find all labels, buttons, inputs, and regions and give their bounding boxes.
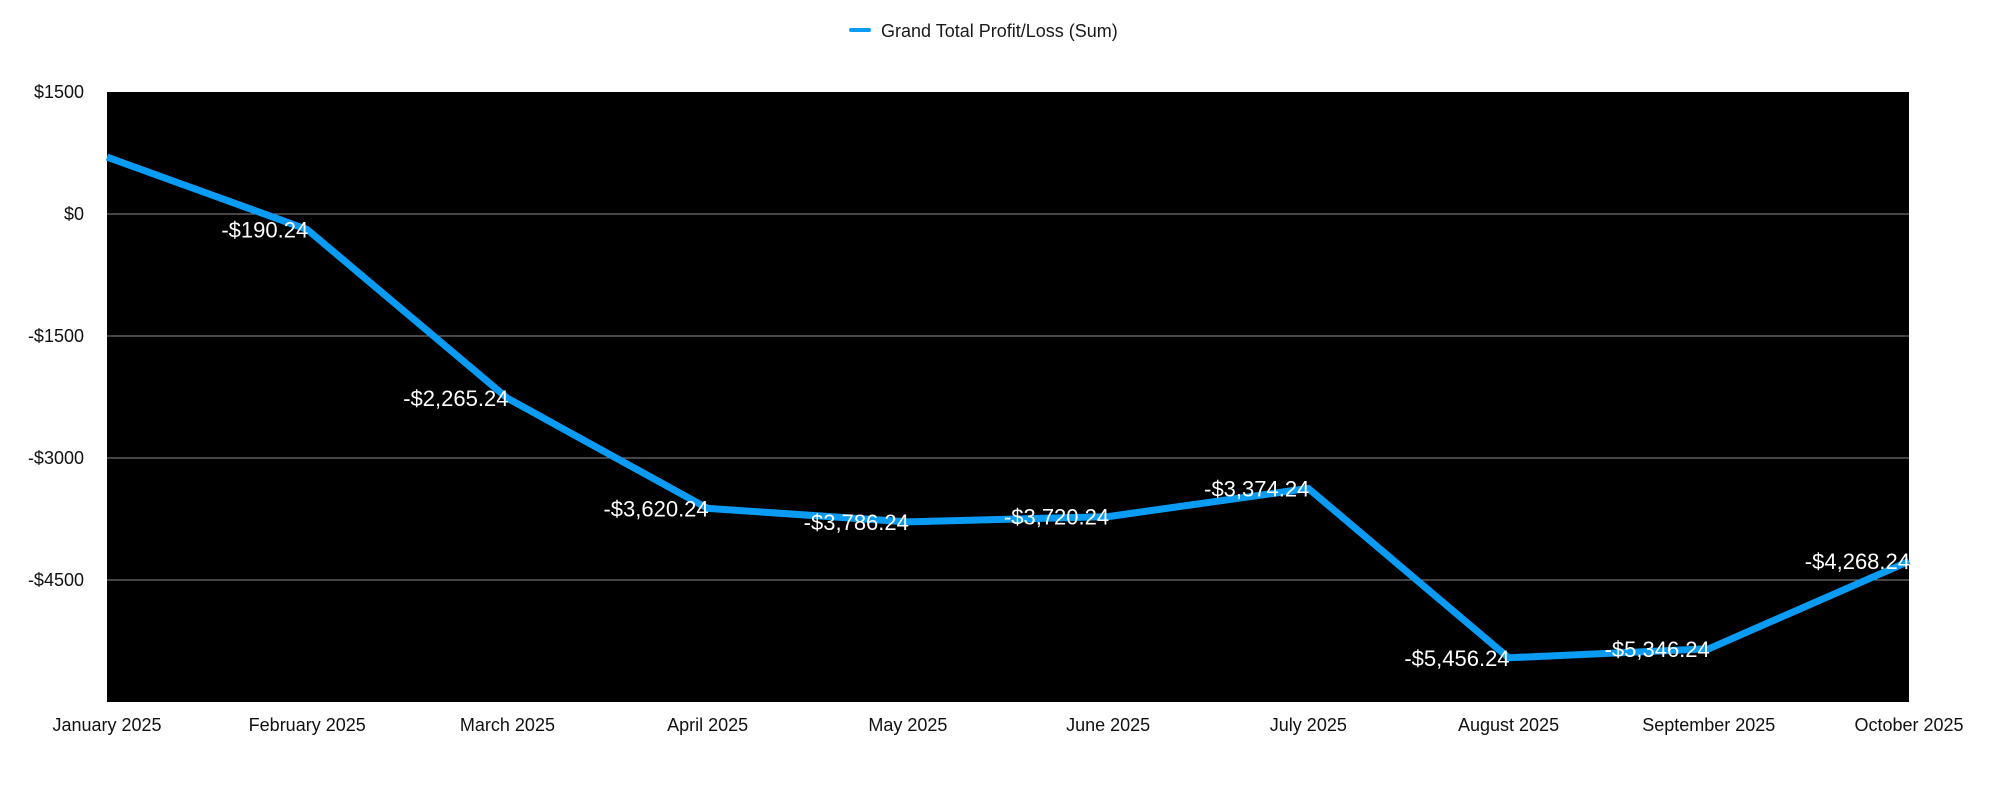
x-tick-label: January 2025	[52, 715, 161, 735]
data-label: -$2,265.24	[403, 386, 508, 411]
x-tick-label: March 2025	[460, 715, 555, 735]
data-label: -$3,620.24	[603, 496, 708, 521]
x-axis-tick-labels: January 2025 February 2025 March 2025 April…	[52, 715, 1963, 735]
y-tick-label: $0	[64, 204, 84, 224]
plot-area	[107, 92, 1909, 702]
x-tick-label: August 2025	[1458, 715, 1559, 735]
data-label: -$3,374.24	[1204, 476, 1309, 501]
x-tick-label: February 2025	[249, 715, 366, 735]
y-tick-label: -$3000	[28, 448, 84, 468]
data-label: -$190.24	[221, 217, 308, 242]
data-labels: -$190.24 -$2,265.24 -$3,620.24 -$3,786.24 -$…	[221, 217, 1910, 670]
y-tick-label: -$1500	[28, 326, 84, 346]
data-label: -$3,786.24	[804, 510, 909, 535]
x-tick-label: May 2025	[868, 715, 947, 735]
x-tick-label: April 2025	[667, 715, 748, 735]
y-axis-tick-labels: $1500 $0 -$1500 -$3000 -$4500	[28, 82, 84, 590]
x-tick-label: October 2025	[1854, 715, 1963, 735]
y-tick-label: -$4500	[28, 570, 84, 590]
series-line-grand-total-profit-loss	[105, 153, 1911, 662]
data-label: -$4,268.24	[1805, 549, 1910, 574]
legend-label: Grand Total Profit/Loss (Sum)	[881, 21, 1118, 41]
legend: Grand Total Profit/Loss (Sum)	[849, 21, 1118, 41]
data-label: -$5,456.24	[1404, 646, 1509, 671]
x-tick-label: June 2025	[1066, 715, 1150, 735]
x-tick-label: July 2025	[1270, 715, 1347, 735]
gridlines	[107, 213, 1909, 581]
data-label: -$5,346.24	[1605, 637, 1710, 662]
data-label: -$3,720.24	[1004, 505, 1109, 530]
y-tick-label: $1500	[34, 82, 84, 102]
x-tick-label: September 2025	[1642, 715, 1775, 735]
